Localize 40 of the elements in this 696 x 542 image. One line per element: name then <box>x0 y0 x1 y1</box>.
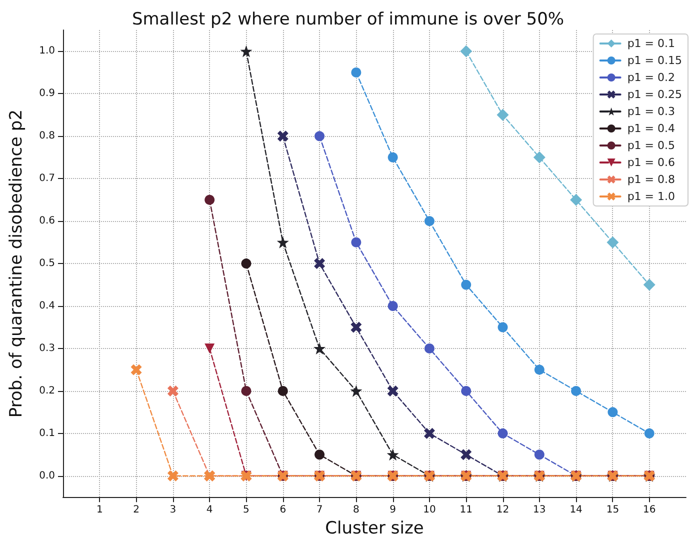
legend-label: p1 = 0.5 <box>627 139 676 152</box>
legend-label: p1 = 0.3 <box>627 105 676 118</box>
y-tick-label: 0.3 <box>39 342 55 354</box>
legend-label: p1 = 0.25 <box>627 88 682 101</box>
x-tick-label: 14 <box>570 504 582 516</box>
y-tick-label: 0.2 <box>39 385 55 396</box>
x-tick-label: 11 <box>460 504 472 516</box>
x-tick-label: 3 <box>170 504 176 516</box>
y-tick-label: 0.7 <box>39 173 55 184</box>
chart-title: Smallest p2 where number of immune is over 50% <box>132 10 564 30</box>
y-axis-title: Prob. of quarantine disobedience p2 <box>6 109 26 418</box>
y-tick-label: 0.8 <box>39 130 55 142</box>
legend-label: p1 = 1.0 <box>627 190 676 203</box>
legend-label: p1 = 0.1 <box>627 37 676 50</box>
x-tick-label: 2 <box>133 504 140 516</box>
y-tick-label: 1.0 <box>39 46 55 57</box>
x-tick-label: 12 <box>496 504 510 516</box>
x-axis-title: Cluster size <box>325 518 424 538</box>
x-tick-label: 5 <box>243 504 250 516</box>
legend-label: p1 = 0.15 <box>627 54 682 67</box>
y-tick-label: 0.5 <box>39 258 55 270</box>
legend-label: p1 = 0.6 <box>627 156 676 169</box>
legend-label: p1 = 0.2 <box>627 71 676 84</box>
legend-label: p1 = 0.8 <box>627 173 676 186</box>
x-tick-label: 15 <box>606 504 620 516</box>
y-tick-label: 0.9 <box>39 88 55 100</box>
x-tick-label: 6 <box>280 504 286 516</box>
x-tick-label: 4 <box>206 504 213 516</box>
x-tick-label: 9 <box>390 504 396 516</box>
x-tick-label: 8 <box>352 504 360 516</box>
x-tick-label: 7 <box>316 504 323 516</box>
x-tick-label: 1 <box>96 504 103 516</box>
y-tick-label: 0.6 <box>39 216 55 227</box>
y-tick-label: 0.1 <box>39 428 55 439</box>
y-tick-label: 0.0 <box>39 470 55 482</box>
legend-label: p1 = 0.4 <box>627 122 676 135</box>
x-tick-label: 16 <box>642 504 656 516</box>
y-tick-label: 0.4 <box>39 300 55 312</box>
x-tick-label: 10 <box>423 504 436 516</box>
x-tick-label: 13 <box>533 504 546 516</box>
